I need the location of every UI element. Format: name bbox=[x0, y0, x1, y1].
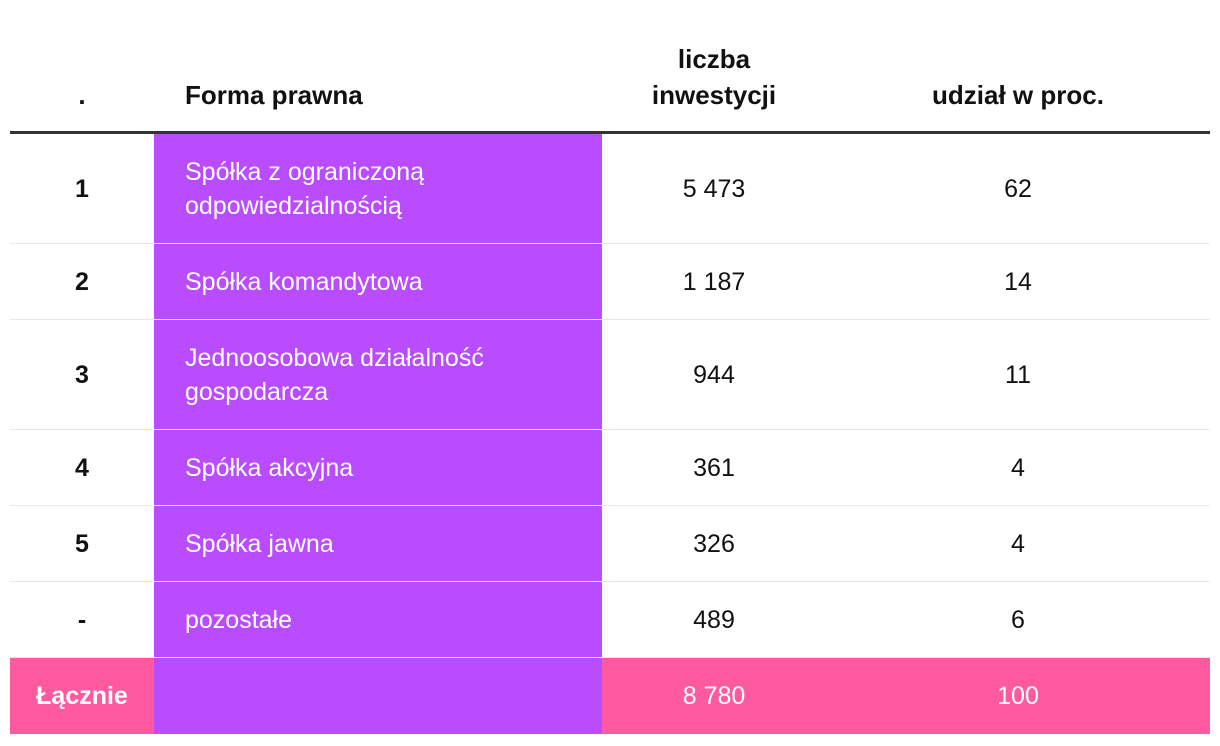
total-label: Łącznie bbox=[36, 681, 128, 710]
total-row: Łącznie 8 780 100 bbox=[10, 658, 1210, 734]
total-share-percent: 100 bbox=[997, 681, 1039, 710]
total-legal-form bbox=[154, 658, 602, 734]
row-rank: 2 bbox=[75, 267, 89, 296]
row-rank: 1 bbox=[75, 174, 89, 203]
row-legal-form: Spółka komandytowa bbox=[154, 244, 602, 319]
row-investment-count: 944 bbox=[693, 360, 735, 389]
row-investment-count: 489 bbox=[693, 605, 735, 634]
table-row: 2 Spółka komandytowa 1 187 14 bbox=[10, 244, 1210, 320]
row-share-percent: 62 bbox=[1004, 174, 1032, 203]
row-investment-count: 5 473 bbox=[682, 174, 746, 203]
row-share-percent: 11 bbox=[1005, 360, 1031, 389]
total-investment-count: 8 780 bbox=[682, 681, 746, 710]
header-investment-count: liczba inwestycji bbox=[651, 44, 777, 110]
row-share-percent: 4 bbox=[1011, 529, 1025, 558]
row-legal-form: Spółka akcyjna bbox=[154, 430, 602, 505]
row-legal-form: Spółka jawna bbox=[154, 506, 602, 581]
table-row: - pozostałe 489 6 bbox=[10, 582, 1210, 658]
row-investment-count: 326 bbox=[693, 529, 735, 558]
row-rank: 4 bbox=[75, 453, 89, 482]
row-rank: 3 bbox=[75, 360, 89, 389]
header-share-percent: udział w proc. bbox=[932, 80, 1104, 110]
investment-table: . Forma prawna liczba inwestycji udział … bbox=[10, 40, 1210, 734]
table-row: 5 Spółka jawna 326 4 bbox=[10, 506, 1210, 582]
row-share-percent: 14 bbox=[1004, 267, 1032, 296]
header-legal-form: Forma prawna bbox=[185, 80, 363, 110]
table-header: . Forma prawna liczba inwestycji udział … bbox=[10, 40, 1210, 134]
row-share-percent: 6 bbox=[1011, 605, 1025, 634]
table-row: 3 Jednoosobowa działalność gospodarcza 9… bbox=[10, 320, 1210, 430]
row-rank: - bbox=[77, 605, 87, 634]
row-legal-form: pozostałe bbox=[154, 582, 602, 657]
row-rank: 5 bbox=[75, 529, 89, 558]
row-legal-form: Jednoosobowa działalność gospodarcza bbox=[154, 320, 602, 429]
table-row: 4 Spółka akcyjna 361 4 bbox=[10, 430, 1210, 506]
table-row: 1 Spółka z ograniczoną odpowiedzialności… bbox=[10, 134, 1210, 244]
row-investment-count: 361 bbox=[693, 453, 735, 482]
row-share-percent: 4 bbox=[1011, 453, 1025, 482]
row-investment-count: 1 187 bbox=[682, 267, 746, 296]
row-legal-form: Spółka z ograniczoną odpowiedzialnością bbox=[154, 134, 602, 243]
header-rank: . bbox=[78, 80, 86, 110]
